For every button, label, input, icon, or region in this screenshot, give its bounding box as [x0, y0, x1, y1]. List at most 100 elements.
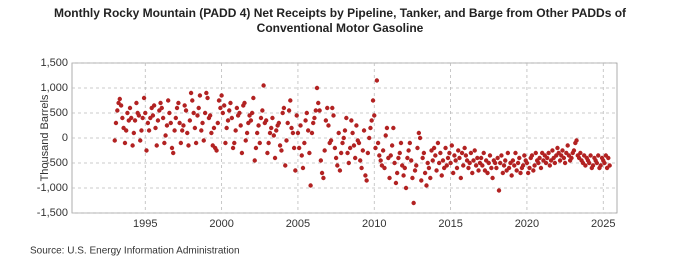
data-point	[438, 150, 443, 156]
data-point	[335, 163, 340, 168]
data-point	[185, 130, 190, 136]
data-point	[347, 145, 353, 151]
data-point	[286, 108, 292, 113]
data-point	[389, 143, 395, 148]
data-point	[256, 123, 261, 128]
data-point	[454, 165, 460, 171]
data-point	[428, 175, 433, 181]
data-point	[125, 110, 130, 116]
data-point	[374, 78, 380, 83]
data-point	[345, 150, 350, 156]
data-point	[146, 128, 152, 133]
y-tick-label: -1,000	[37, 182, 68, 194]
data-point	[401, 173, 406, 178]
data-point	[176, 100, 181, 106]
data-point	[402, 165, 408, 171]
data-point	[197, 93, 203, 98]
data-point	[151, 103, 157, 108]
data-point	[253, 145, 259, 151]
data-point	[596, 153, 601, 158]
data-point	[227, 108, 232, 113]
data-point	[462, 145, 467, 151]
data-point	[583, 163, 588, 168]
data-point	[513, 150, 518, 156]
data-point	[475, 155, 480, 161]
data-point	[138, 138, 143, 143]
data-point	[314, 85, 320, 91]
data-point	[359, 165, 364, 171]
data-point	[358, 158, 363, 163]
data-point	[607, 163, 612, 168]
data-point	[120, 115, 125, 121]
data-point	[424, 183, 429, 188]
data-point	[162, 140, 167, 146]
data-point	[132, 118, 138, 123]
data-point	[274, 128, 279, 133]
data-point	[533, 150, 538, 156]
data-point	[263, 118, 269, 123]
data-point	[180, 128, 185, 133]
data-point	[537, 155, 542, 161]
data-point	[499, 153, 504, 158]
y-tick-label: -1,500	[37, 207, 68, 219]
data-point	[303, 118, 308, 123]
y-tick-label: 1,000	[40, 82, 68, 94]
data-point	[515, 160, 521, 166]
data-point	[378, 158, 383, 163]
data-point	[143, 110, 148, 116]
data-point	[590, 163, 596, 168]
data-point	[416, 130, 422, 136]
data-point	[243, 138, 248, 143]
data-point	[186, 143, 191, 148]
data-point	[249, 110, 255, 116]
data-point	[299, 153, 304, 158]
data-point	[115, 108, 120, 113]
data-point	[420, 155, 425, 161]
data-point	[536, 160, 541, 166]
data-point	[383, 133, 388, 138]
data-point	[195, 113, 200, 118]
data-point	[258, 115, 264, 121]
data-point	[407, 140, 413, 146]
data-point	[136, 113, 142, 118]
data-point	[431, 145, 437, 151]
data-point	[330, 105, 335, 111]
data-point	[406, 148, 411, 153]
data-point	[352, 155, 358, 161]
data-point	[199, 128, 204, 133]
data-point	[369, 118, 374, 123]
data-point	[232, 140, 237, 146]
data-point	[304, 110, 309, 116]
data-point	[174, 105, 180, 111]
data-point	[211, 125, 217, 131]
data-point	[375, 140, 381, 146]
data-point	[209, 130, 214, 136]
data-point	[113, 120, 119, 126]
data-point	[501, 163, 507, 168]
data-point	[228, 100, 233, 106]
data-point	[196, 105, 201, 111]
data-point	[205, 95, 210, 101]
data-point	[305, 128, 311, 133]
data-point	[578, 150, 583, 156]
x-tick-label: 2000	[209, 218, 233, 230]
data-point	[492, 160, 498, 166]
data-point	[518, 170, 523, 176]
data-point	[279, 148, 284, 153]
data-point	[159, 105, 164, 111]
data-point	[449, 143, 455, 148]
data-point	[326, 123, 331, 128]
data-point	[498, 160, 503, 166]
data-point	[364, 178, 369, 183]
data-point	[524, 160, 530, 166]
data-point	[323, 118, 329, 123]
data-point	[527, 165, 532, 171]
data-point	[373, 145, 378, 151]
data-point	[394, 170, 400, 176]
data-point	[448, 160, 453, 166]
data-point	[398, 140, 404, 146]
data-point	[606, 155, 611, 161]
data-point	[239, 150, 245, 156]
data-point	[270, 115, 275, 121]
data-point	[365, 150, 371, 156]
